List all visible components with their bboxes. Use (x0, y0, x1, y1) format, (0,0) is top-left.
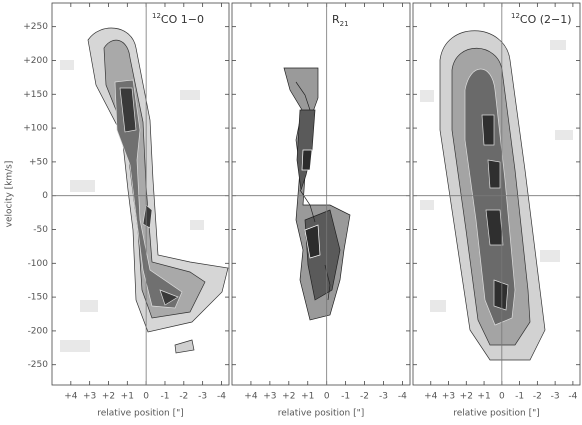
y-tick-label: +50 (29, 157, 48, 167)
x-tick-label: 0 (499, 392, 505, 402)
x-tick-label: -3 (379, 392, 388, 402)
title-main: CO (2−1) (520, 13, 572, 26)
title-sup: 12 (152, 12, 161, 20)
title-sup: 12 (511, 12, 520, 20)
x-tick-label: +3 (442, 392, 455, 402)
y-tick-label: +100 (23, 124, 48, 134)
x-tick-label: -1 (160, 392, 169, 402)
y-tick-label: +200 (23, 56, 48, 66)
x-tick-label: +2 (102, 392, 115, 402)
x-tick-label: 0 (324, 392, 330, 402)
x-tick-label: -2 (360, 392, 369, 402)
middle-ratio (283, 67, 351, 321)
x-tick-label: -4 (398, 392, 407, 402)
left-intensity (87, 27, 229, 354)
y-tick-label: 0 (42, 191, 48, 201)
panel-title: 12CO (2−1) (511, 12, 572, 26)
x-tick-label: +1 (121, 392, 134, 402)
y-tick-label: -50 (33, 225, 48, 235)
title-sub: 21 (340, 20, 349, 28)
panel-title: R21 (332, 13, 349, 28)
x-axis-label: relative position ["] (278, 409, 364, 419)
x-tick-label: +2 (460, 392, 473, 402)
title-main: R (332, 13, 340, 26)
x-tick-label: -2 (533, 392, 542, 402)
y-tick-label: +150 (23, 90, 48, 100)
y-tick-label: -200 (28, 326, 49, 336)
y-axis-label: velocity [km/s] (5, 161, 15, 228)
x-tick-label: -1 (515, 392, 524, 402)
x-tick-label: +3 (83, 392, 96, 402)
x-axis-label: relative position ["] (453, 409, 539, 419)
y-tick-label: -250 (28, 360, 49, 370)
x-tick-label: -4 (217, 392, 226, 402)
panel-title: 12CO 1−0 (152, 12, 204, 26)
x-tick-label: -3 (551, 392, 560, 402)
x-tick-label: +2 (282, 392, 295, 402)
x-tick-label: -2 (179, 392, 188, 402)
title-main: CO 1−0 (161, 13, 204, 26)
x-tick-label: 0 (143, 392, 149, 402)
x-tick-label: +4 (64, 392, 78, 402)
x-axis-label: relative position ["] (97, 409, 183, 419)
x-tick-label: +3 (263, 392, 276, 402)
panel-frames (51, 2, 581, 386)
y-tick-label: +250 (23, 22, 48, 32)
x-tick-label: +4 (424, 392, 438, 402)
y-tick-label: -150 (28, 293, 49, 303)
x-tick-label: -1 (341, 392, 350, 402)
x-tick-label: +4 (244, 392, 258, 402)
x-tick-label: -3 (198, 392, 207, 402)
x-tick-label: +1 (477, 392, 490, 402)
x-tick-label: +1 (301, 392, 314, 402)
background-noise (60, 40, 573, 352)
y-tick-label: -100 (28, 259, 49, 269)
x-tick-label: -4 (568, 392, 577, 402)
